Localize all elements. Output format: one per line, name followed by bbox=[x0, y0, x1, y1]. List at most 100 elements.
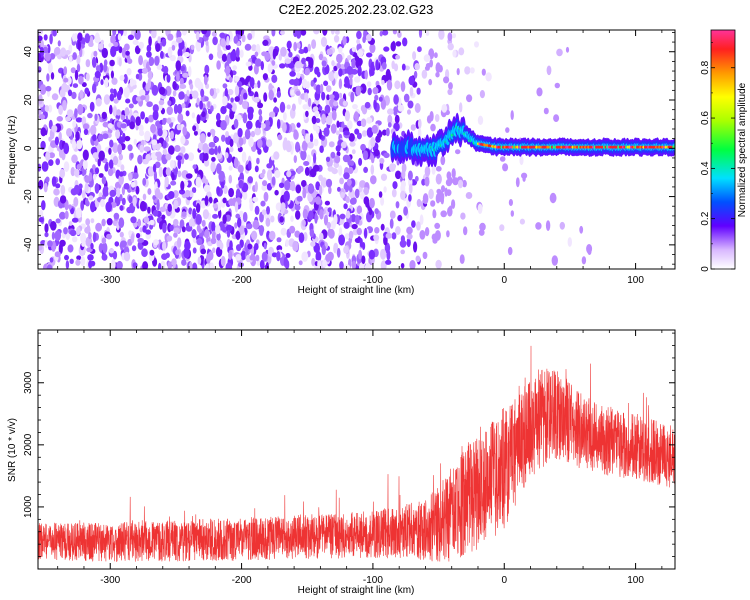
heatmap-cell bbox=[314, 110, 320, 118]
heatmap-cell bbox=[255, 254, 260, 262]
heatmap-cell bbox=[101, 176, 107, 185]
heatmap-cell bbox=[85, 197, 89, 207]
heatmap-cell bbox=[57, 40, 61, 47]
heatmap-cell bbox=[335, 130, 340, 136]
heatmap-cell bbox=[119, 194, 123, 202]
heatmap-cell bbox=[292, 78, 300, 86]
heatmap-cell bbox=[185, 110, 190, 117]
heatmap-cell bbox=[117, 33, 122, 41]
heatmap-cell bbox=[90, 260, 96, 267]
heatmap-cell bbox=[97, 43, 104, 50]
heatmap-cell bbox=[385, 127, 390, 137]
heatmap-cell bbox=[359, 191, 365, 200]
heatmap-cell bbox=[216, 112, 221, 121]
snr-ticks: -300 -200 -100 0 100 1000 2000 3000 bbox=[23, 330, 675, 586]
heatmap-cell bbox=[158, 142, 162, 148]
heatmap-cell bbox=[383, 186, 387, 193]
heatmap-cell bbox=[172, 80, 177, 90]
heatmap-cell bbox=[66, 109, 74, 118]
heatmap-cell bbox=[171, 171, 175, 181]
heatmap-cell bbox=[230, 50, 237, 62]
heatmap-cell bbox=[70, 188, 78, 196]
heatmap-cell bbox=[347, 120, 353, 130]
heatmap-cell bbox=[423, 54, 431, 62]
heatmap-cell bbox=[95, 222, 102, 232]
heatmap-cell bbox=[515, 177, 520, 188]
heatmap-cell bbox=[85, 236, 93, 248]
heatmap-cell bbox=[288, 51, 293, 58]
heatmap-cell bbox=[112, 142, 119, 154]
heatmap-cell bbox=[157, 128, 163, 137]
heatmap-cell bbox=[369, 43, 376, 54]
heatmap-cell bbox=[366, 81, 372, 87]
heatmap-cell bbox=[408, 75, 415, 86]
heatmap-cell bbox=[373, 234, 380, 241]
heatmap-cell bbox=[148, 114, 154, 123]
heatmap-cell bbox=[229, 240, 233, 251]
x-tick-label: -200 bbox=[232, 575, 252, 586]
y-tick-label: 2000 bbox=[23, 433, 34, 456]
heatmap-cell bbox=[245, 254, 251, 263]
heatmap-cell bbox=[83, 128, 89, 135]
heatmap-cell bbox=[108, 159, 114, 169]
heatmap-cell bbox=[394, 114, 400, 124]
heatmap-cell bbox=[77, 103, 84, 116]
heatmap-cell bbox=[51, 176, 57, 187]
heatmap-cell bbox=[95, 98, 102, 107]
heatmap-cell bbox=[151, 139, 158, 146]
heatmap-cell bbox=[253, 243, 259, 251]
heatmap-cell bbox=[349, 141, 356, 147]
heatmap-cell bbox=[132, 172, 139, 179]
heatmap-cell bbox=[113, 212, 120, 220]
heatmap-cell bbox=[228, 76, 233, 83]
heatmap-cell bbox=[283, 137, 288, 143]
heatmap-cell bbox=[424, 65, 430, 71]
heatmap-cell bbox=[313, 152, 317, 164]
heatmap-cell bbox=[448, 205, 452, 212]
heatmap-cell bbox=[356, 227, 362, 236]
heatmap-cell bbox=[336, 151, 341, 157]
heatmap-cell bbox=[189, 83, 194, 90]
heatmap-cell bbox=[146, 44, 152, 53]
heatmap-cell bbox=[208, 141, 216, 148]
heatmap-cell bbox=[307, 97, 312, 107]
heatmap-cell bbox=[391, 232, 397, 240]
heatmap-cell bbox=[441, 104, 448, 113]
heatmap-cell bbox=[142, 193, 147, 201]
heatmap-cell bbox=[363, 166, 368, 173]
heatmap-cell bbox=[179, 77, 184, 86]
heatmap-cell bbox=[208, 196, 213, 204]
heatmap-cell bbox=[401, 168, 406, 180]
heatmap-cell bbox=[113, 41, 119, 47]
heatmap-cell bbox=[385, 232, 393, 239]
heatmap-cell bbox=[71, 154, 78, 164]
heatmap-cell bbox=[402, 37, 408, 47]
heatmap-cell bbox=[309, 228, 315, 238]
heatmap-cell bbox=[120, 240, 127, 248]
heatmap-cell bbox=[347, 55, 352, 61]
heatmap-cell bbox=[242, 191, 248, 200]
heatmap-cell bbox=[175, 249, 180, 256]
heatmap-cell bbox=[318, 174, 323, 181]
heatmap-cell bbox=[395, 54, 401, 60]
heatmap-cell bbox=[48, 152, 56, 159]
heatmap-cell bbox=[296, 195, 303, 202]
heatmap-cell bbox=[85, 73, 90, 81]
heatmap-cell bbox=[162, 65, 169, 74]
heatmap-cell bbox=[400, 180, 406, 188]
heatmap-cell bbox=[60, 47, 67, 57]
heatmap-cell bbox=[181, 102, 186, 109]
heatmap-cell bbox=[45, 151, 51, 161]
heatmap-cell bbox=[55, 218, 61, 224]
heatmap-cell bbox=[312, 106, 319, 112]
heatmap-cell bbox=[330, 123, 337, 134]
heatmap-cell bbox=[329, 94, 335, 100]
heatmap-cell bbox=[92, 231, 97, 243]
heatmap-cell bbox=[428, 188, 434, 200]
heatmap-cell bbox=[285, 143, 292, 153]
heatmap-cell bbox=[375, 59, 380, 71]
heatmap-cell bbox=[109, 104, 113, 115]
heatmap-cell bbox=[146, 101, 153, 108]
heatmap-cell bbox=[311, 258, 316, 267]
heatmap-cell bbox=[92, 83, 97, 94]
